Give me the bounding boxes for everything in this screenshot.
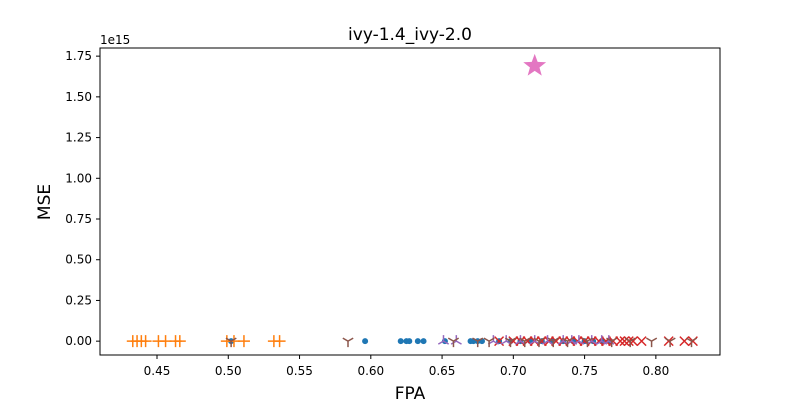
plot-frame (99, 47, 721, 356)
data-point (547, 337, 559, 348)
data-point (447, 337, 460, 348)
data-point (237, 335, 250, 348)
x-tick-label: 0.75 (571, 364, 598, 378)
y-axis-title: MSE (35, 184, 55, 220)
x-axis: 0.45 0.50 0.55 0.60 0.65 0.70 0.75 0.80 (144, 355, 670, 378)
x-tick-label: 0.50 (215, 364, 242, 378)
data-point (362, 338, 369, 345)
data-point (483, 337, 495, 348)
x-tick-label: 0.45 (144, 364, 171, 378)
data-point (541, 335, 554, 345)
data-point (406, 338, 413, 345)
data-point (646, 337, 658, 348)
data-point (472, 337, 484, 348)
data-point (581, 337, 594, 348)
data-point (664, 337, 676, 348)
data-point (573, 335, 585, 345)
data-point (624, 337, 636, 348)
x-axis-title: FPA (395, 384, 426, 400)
plot-marks (126, 53, 698, 348)
x-tick-label: 0.65 (429, 364, 456, 378)
y-tick-label: 0.50 (65, 253, 92, 267)
y-tick-label: 1.75 (65, 49, 92, 63)
y-tick-label: 1.50 (65, 90, 92, 104)
y-tick-label: 1.25 (65, 131, 92, 145)
x-tick-label: 0.55 (286, 364, 313, 378)
y-tick-label: 0.75 (65, 212, 92, 226)
chart-title: ivy-1.4_ivy-2.0 (348, 25, 472, 45)
data-point (685, 337, 698, 348)
data-point (504, 337, 517, 348)
data-point (615, 336, 626, 347)
y-axis: 0.00 0.25 0.50 0.75 1.00 1.25 1.50 1.75 (65, 49, 100, 348)
data-point (139, 335, 152, 348)
data-point (397, 338, 404, 345)
y-offset-label: 1e15 (100, 33, 130, 47)
y-tick-label: 0.00 (65, 334, 92, 348)
data-point (437, 335, 450, 345)
data-point (523, 53, 547, 76)
data-point (420, 338, 427, 345)
data-point (273, 335, 286, 348)
y-tick-label: 0.25 (65, 293, 92, 307)
x-tick-label: 0.80 (643, 364, 670, 378)
x-tick-label: 0.70 (500, 364, 527, 378)
data-point (173, 335, 186, 348)
data-point (561, 337, 574, 348)
y-tick-label: 1.00 (65, 171, 92, 185)
data-point (636, 336, 647, 347)
data-point (619, 336, 630, 347)
data-point (225, 337, 237, 348)
data-point (533, 337, 545, 348)
x-tick-label: 0.60 (357, 364, 384, 378)
data-point (342, 337, 354, 348)
data-point (414, 338, 421, 345)
data-point (519, 337, 531, 348)
data-point (596, 335, 608, 345)
data-point (606, 337, 618, 348)
